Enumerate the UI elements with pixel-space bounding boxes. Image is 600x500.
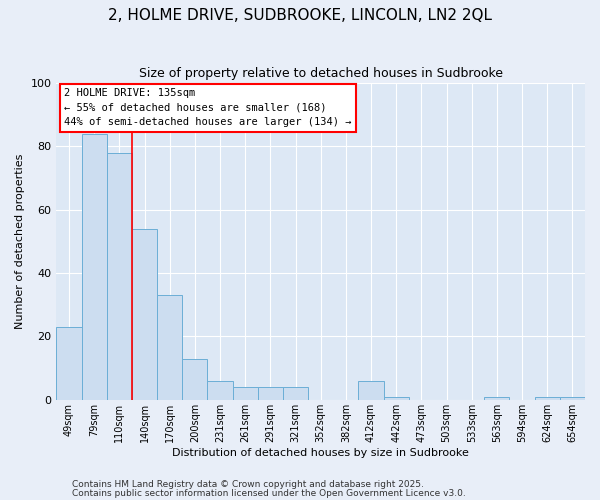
Bar: [258, 387, 283, 400]
Text: 2, HOLME DRIVE, SUDBROOKE, LINCOLN, LN2 2QL: 2, HOLME DRIVE, SUDBROOKE, LINCOLN, LN2 …: [108, 8, 492, 22]
Text: Contains public sector information licensed under the Open Government Licence v3: Contains public sector information licen…: [72, 488, 466, 498]
Bar: [383, 396, 409, 400]
Title: Size of property relative to detached houses in Sudbrooke: Size of property relative to detached ho…: [139, 68, 503, 80]
Bar: [132, 229, 157, 400]
Bar: [82, 134, 107, 400]
Bar: [233, 387, 258, 400]
Bar: [182, 358, 208, 400]
Bar: [484, 396, 509, 400]
Bar: [535, 396, 560, 400]
Y-axis label: Number of detached properties: Number of detached properties: [15, 154, 25, 329]
Text: Contains HM Land Registry data © Crown copyright and database right 2025.: Contains HM Land Registry data © Crown c…: [72, 480, 424, 489]
Bar: [56, 327, 82, 400]
Text: 2 HOLME DRIVE: 135sqm
← 55% of detached houses are smaller (168)
44% of semi-det: 2 HOLME DRIVE: 135sqm ← 55% of detached …: [64, 88, 352, 128]
X-axis label: Distribution of detached houses by size in Sudbrooke: Distribution of detached houses by size …: [172, 448, 469, 458]
Bar: [560, 396, 585, 400]
Bar: [358, 381, 383, 400]
Bar: [157, 296, 182, 400]
Bar: [208, 381, 233, 400]
Bar: [283, 387, 308, 400]
Bar: [107, 152, 132, 400]
